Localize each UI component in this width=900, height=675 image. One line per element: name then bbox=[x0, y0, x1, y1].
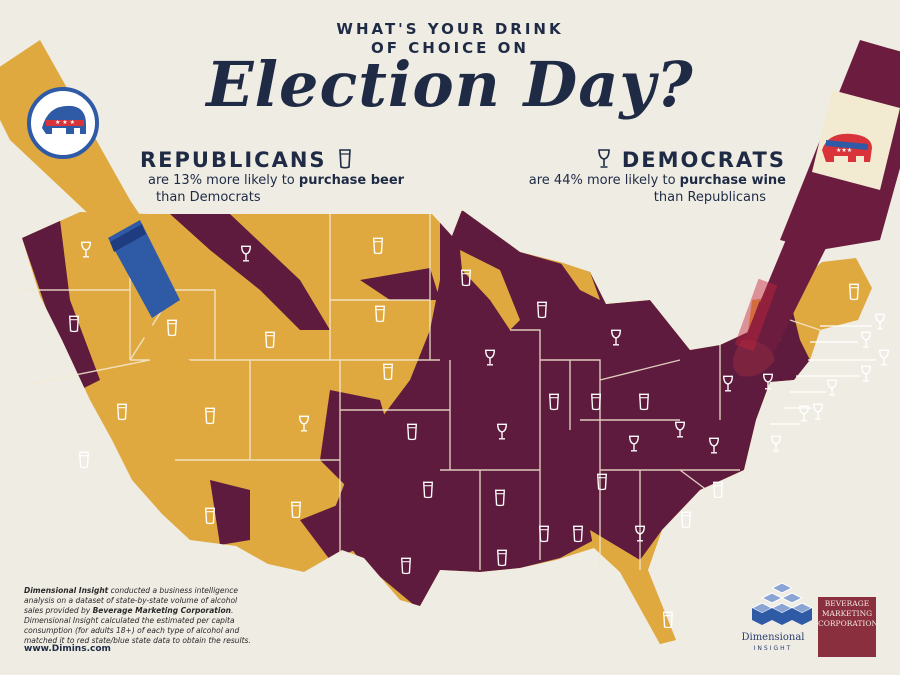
bmc-line-2: MARKETING bbox=[821, 609, 873, 618]
wine-glass-icon bbox=[597, 149, 611, 169]
beer-streak-plains bbox=[330, 214, 440, 270]
svg-text:★ ★ ★: ★ ★ ★ bbox=[55, 119, 75, 126]
di-name: Dimensional bbox=[741, 632, 805, 643]
state-borders bbox=[20, 214, 821, 570]
wine-glass-icon-nh bbox=[860, 331, 872, 348]
beer-splash-florida bbox=[590, 530, 676, 644]
wine-bottle: ★★★ bbox=[732, 40, 900, 377]
republicans-heading: REPUBLICANS bbox=[140, 148, 327, 172]
bmc-line-3: CORPORATION bbox=[818, 619, 879, 628]
wine-glass-icon-ri bbox=[860, 365, 872, 382]
us-map bbox=[20, 210, 872, 644]
wine-glass-icon-nj bbox=[812, 403, 824, 420]
beer-splash-lakes bbox=[560, 262, 600, 300]
northeast-callouts bbox=[770, 325, 876, 425]
beer-glass-icon-ca bbox=[78, 451, 90, 469]
website-link[interactable]: www.Dimins.com bbox=[24, 644, 111, 654]
di-sub: INSIGHT bbox=[753, 645, 793, 652]
dimensional-insight-wordmark: Dimensional INSIGHT bbox=[737, 632, 809, 654]
republicans-line-2: than Democrats bbox=[156, 190, 261, 205]
bmc-line-1: BEVERAGE bbox=[824, 599, 870, 608]
wine-splash bbox=[732, 340, 775, 377]
democrats-heading: DEMOCRATS bbox=[621, 148, 786, 172]
democrats-line-prefix: are 44% more likely to bbox=[528, 173, 680, 188]
beer-bottle-neck-stripe bbox=[110, 224, 146, 252]
page-title: Election Day? bbox=[206, 48, 694, 121]
wine-streak-1 bbox=[22, 220, 100, 390]
wine-streak-5 bbox=[210, 480, 250, 545]
republicans-stat: REPUBLICANS are 13% more likely to purch… bbox=[140, 148, 404, 206]
kicker-line-1: WHAT'S YOUR DRINK bbox=[336, 20, 564, 38]
beverage-marketing-logo: BEVERAGE MARKETING CORPORATION bbox=[818, 597, 879, 657]
wine-glass-icon-ct bbox=[826, 379, 838, 396]
footnote-company-2: Beverage Marketing Corporation bbox=[92, 606, 231, 615]
wine-bottle-neck bbox=[740, 230, 830, 360]
democrats-line-2: than Republicans bbox=[653, 190, 766, 205]
kicker-text: WHAT'S YOUR DRINK OF CHOICE ON bbox=[300, 20, 600, 58]
wine-streak-2 bbox=[170, 214, 330, 330]
beer-splash bbox=[140, 320, 240, 389]
wine-glass-icon-md bbox=[770, 435, 782, 452]
beer-bottle: ★ ★ ★ bbox=[0, 40, 240, 389]
wine-glass-icon-ma bbox=[878, 349, 890, 366]
footnote-text-2: . Dimensional Insight calculated the est… bbox=[24, 606, 251, 645]
footnote-company-1: Dimensional Insight bbox=[24, 586, 109, 595]
republicans-line-prefix: are 13% more likely to bbox=[148, 173, 299, 188]
wine-streak-6 bbox=[360, 268, 440, 300]
beer-splash-michigan-wi bbox=[460, 250, 520, 330]
democrats-line-bold: purchase wine bbox=[679, 173, 786, 188]
wine-pour-glow bbox=[734, 278, 778, 352]
republicans-line-bold: purchase beer bbox=[298, 173, 405, 188]
beer-glass-icon bbox=[338, 149, 352, 169]
elephant-icon: ★ ★ ★ bbox=[42, 105, 86, 134]
beer-glass-icon-sc bbox=[680, 511, 692, 529]
beer-glass-icon-nc bbox=[712, 481, 724, 499]
kicker-line-2: OF CHOICE ON bbox=[371, 39, 529, 57]
wine-glass-icon-vt bbox=[874, 313, 886, 330]
democrats-stat: DEMOCRATS are 44% more likely to purchas… bbox=[520, 148, 786, 206]
dimensional-insight-logo bbox=[750, 582, 814, 625]
footnote-text-1: conducted a business intelligence analys… bbox=[24, 586, 239, 615]
donkey-icon: ★★★ bbox=[822, 133, 872, 162]
svg-text:★★★: ★★★ bbox=[836, 147, 852, 154]
methodology-footnote: Dimensional Insight conducted a business… bbox=[24, 586, 254, 646]
